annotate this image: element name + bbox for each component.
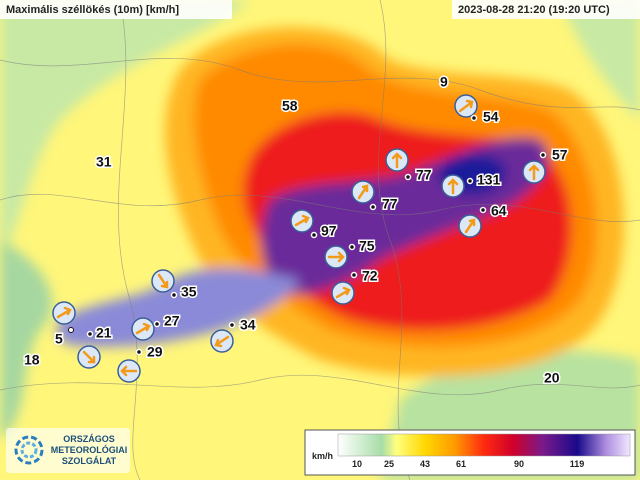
station-dot [135, 348, 143, 356]
station-value: 9 [440, 74, 448, 90]
colorbar [337, 433, 631, 457]
station-dot [350, 271, 358, 279]
legend-tick: 119 [570, 459, 585, 469]
station-dot [369, 203, 377, 211]
station-dot [466, 177, 474, 185]
station-value: 20 [544, 370, 560, 386]
station-dot [404, 173, 412, 181]
stations: 9 54 57 58 31 77 131 77 64 97 75 72 35 2… [23, 72, 570, 387]
station-value: 77 [416, 167, 432, 183]
station-value: 31 [96, 154, 112, 170]
wind-icons [52, 94, 546, 383]
station-dot [348, 243, 356, 251]
station-dot [86, 330, 94, 338]
station-value: 131 [477, 172, 501, 188]
title-box [0, 0, 232, 19]
station-value: 27 [164, 313, 180, 329]
station-value: 58 [282, 98, 298, 114]
station-value: 5 [55, 331, 63, 347]
station-dot [228, 321, 236, 329]
station-dot [310, 231, 318, 239]
station-dot [153, 320, 161, 328]
legend-tick: 25 [384, 459, 394, 469]
station-value: 64 [491, 203, 507, 219]
legend-tick: 10 [352, 459, 362, 469]
logo: ORSZÁGOS METEOROLÓGIAI SZOLGÁLAT [6, 428, 130, 473]
legend: km/h 10 25 43 61 90 119 [304, 429, 636, 476]
station-value: 34 [240, 317, 256, 333]
logo-line: SZOLGÁLAT [62, 456, 117, 466]
logo-line: ORSZÁGOS [63, 434, 115, 444]
station-value: 75 [359, 238, 375, 254]
legend-tick: 90 [514, 459, 524, 469]
logo-line: METEOROLÓGIAI [51, 444, 128, 455]
station-dot [479, 206, 487, 214]
station-value: 77 [382, 196, 398, 212]
legend-tick: 43 [420, 459, 430, 469]
legend-unit: km/h [312, 451, 333, 461]
station-value: 35 [181, 284, 197, 300]
station-dot [470, 114, 478, 122]
station-value: 21 [96, 325, 112, 341]
station-value: 54 [483, 109, 499, 125]
legend-tick: 61 [456, 459, 466, 469]
station-dot [68, 327, 74, 333]
map-title: Maximális széllökés (10m) [km/h] [6, 4, 179, 16]
station-dot [170, 291, 178, 299]
timestamp: 2023-08-28 21:20 (19:20 UTC) [458, 4, 610, 16]
station-value: 72 [362, 268, 378, 284]
station-value: 29 [147, 344, 163, 360]
timestamp-box [452, 0, 640, 19]
station-value: 97 [321, 223, 337, 239]
station-dot [539, 151, 547, 159]
station-value: 18 [24, 352, 40, 368]
station-value: 57 [552, 147, 568, 163]
